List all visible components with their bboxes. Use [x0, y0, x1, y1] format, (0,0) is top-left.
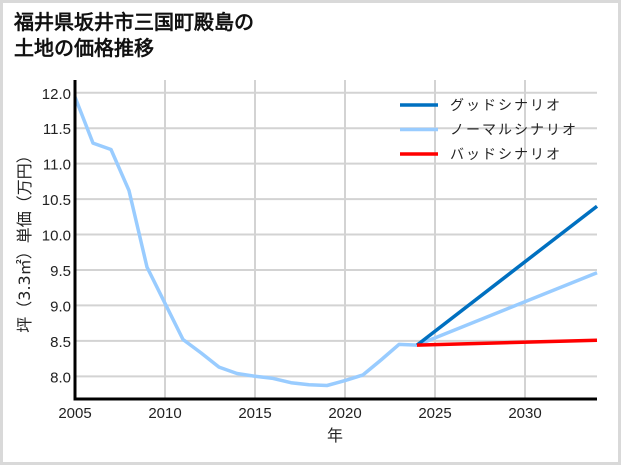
legend-label: バッドシナリオ [450, 147, 562, 163]
chart-title: 福井県坂井市三国町殿島の 土地の価格推移 [14, 9, 254, 61]
y-tick-label: 12.0 [42, 86, 71, 103]
x-axis-label: 年 [327, 426, 343, 445]
grid-lines [74, 80, 597, 399]
series-line [73, 96, 598, 388]
x-tick-label: 2030 [508, 405, 541, 422]
y-tick-label: 9.5 [50, 263, 71, 280]
y-tick-label: 11.0 [43, 157, 71, 174]
legend-label: ノーマルシナリオ [450, 123, 578, 139]
y-tick-label: 10.5 [42, 192, 71, 209]
x-tick-label: 2015 [238, 405, 271, 422]
x-tick-label: 2005 [58, 405, 91, 422]
legend-label: グッドシナリオ [450, 98, 562, 114]
x-tick-label: 2010 [148, 405, 181, 422]
series-line [416, 338, 598, 347]
y-axis-label: 坪（3.3㎡）単価（万円） [15, 147, 34, 332]
x-tick-label: 2020 [328, 405, 361, 422]
chart-title-line-1: 福井県坂井市三国町殿島の [14, 10, 254, 34]
y-tick-label: 10.0 [42, 228, 71, 245]
x-tick-labels: 2005 2010 2015 2020 2025 2030 [58, 405, 541, 422]
series-line [415, 204, 599, 347]
axes [73, 80, 597, 401]
y-tick-label: 8.0 [50, 369, 71, 386]
y-tick-label: 9.0 [50, 298, 71, 315]
y-tick-label: 8.5 [50, 334, 71, 351]
y-tick-label: 11.5 [43, 121, 71, 138]
y-tick-labels: 8.0 8.5 9.0 9.5 10.0 10.5 11.0 11.5 12.0 [42, 86, 71, 387]
chart-title-line-2: 土地の価格推移 [14, 36, 154, 60]
data-series [73, 96, 599, 388]
x-tick-label: 2025 [418, 405, 451, 422]
